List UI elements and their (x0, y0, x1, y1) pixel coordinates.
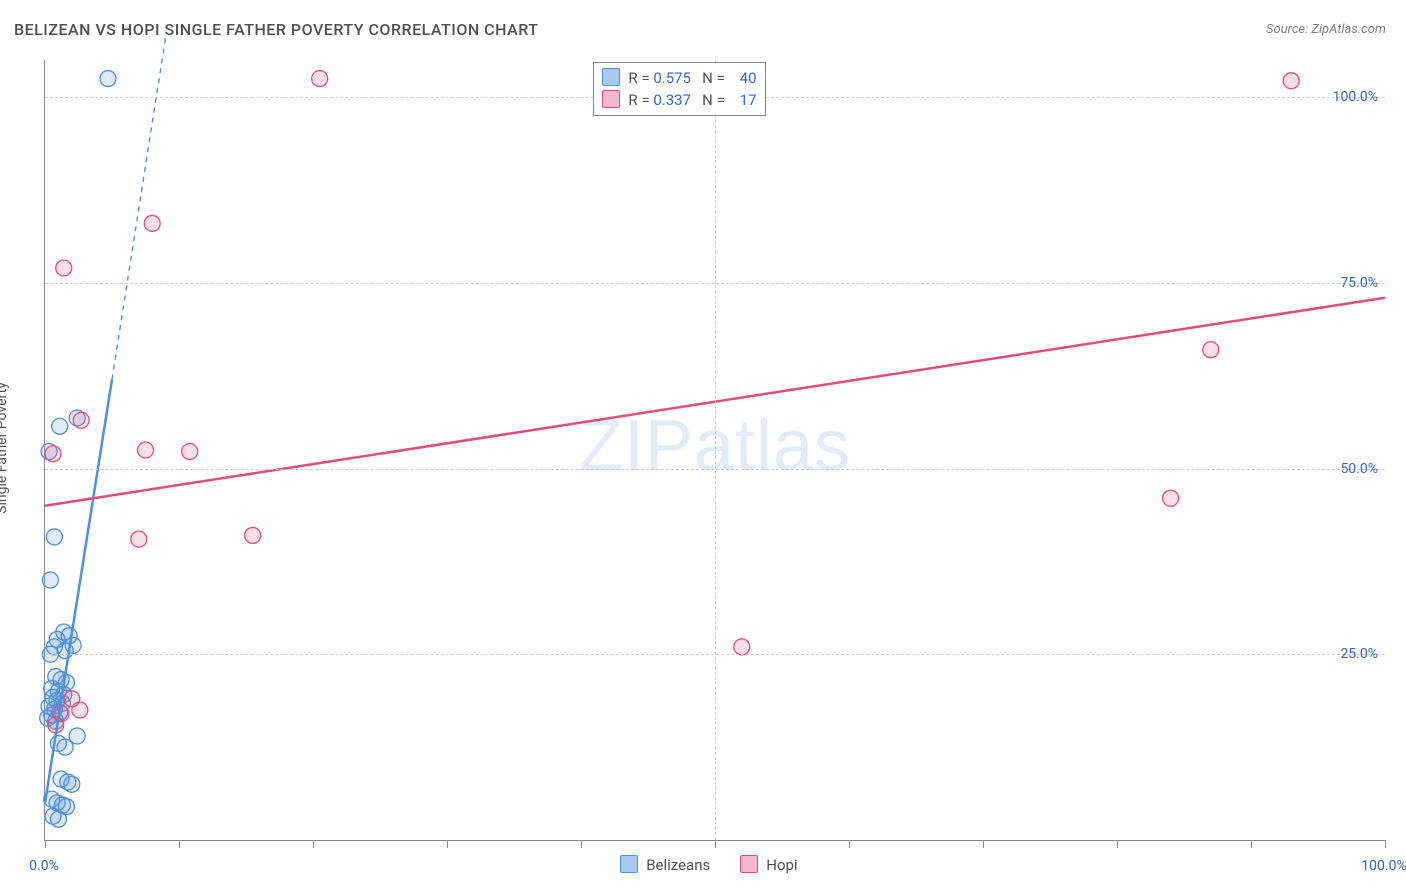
scatter-point (46, 529, 62, 545)
legend-n-value: 40 (729, 67, 757, 89)
legend-swatch (602, 68, 620, 86)
source-label: Source: ZipAtlas.com (1266, 22, 1386, 37)
legend-item: Hopi (740, 856, 797, 874)
legend-swatch (740, 855, 758, 873)
y-axis-label: Single Father Poverty (0, 382, 10, 514)
legend-label: Hopi (766, 856, 797, 874)
scatter-point (312, 71, 328, 87)
legend-n-value: 17 (729, 89, 757, 111)
scatter-point (52, 418, 68, 434)
legend-swatch (602, 90, 620, 108)
x-tick (179, 840, 180, 848)
x-tick (581, 840, 582, 848)
legend-swatch (620, 855, 638, 873)
x-tick (983, 840, 984, 848)
x-tick-label: 0.0% (29, 858, 59, 874)
chart-plot-area: ZIPatlas (44, 60, 1385, 841)
y-tick-label: 50.0% (1340, 461, 1378, 477)
scatter-point (144, 215, 160, 231)
legend-item: Belizeans (620, 856, 710, 874)
scatter-point (64, 776, 80, 792)
trend-line-extrapolated (112, 38, 166, 380)
scatter-point (182, 443, 198, 459)
scatter-point (100, 71, 116, 87)
x-tick-label: 100.0% (1361, 858, 1406, 874)
legend-row: R = 0.575 N = 40 (602, 67, 756, 89)
x-tick (1251, 840, 1252, 848)
x-tick (45, 840, 46, 848)
scatter-point (1283, 73, 1299, 89)
correlation-legend: R = 0.575 N = 40R = 0.337 N = 17 (593, 62, 765, 116)
y-tick-label: 75.0% (1340, 275, 1378, 291)
scatter-point (73, 412, 89, 428)
scatter-point (734, 639, 750, 655)
y-tick-label: 100.0% (1333, 89, 1378, 105)
scatter-point (245, 527, 261, 543)
x-tick (849, 840, 850, 848)
legend-n-label: N = (691, 69, 729, 87)
scatter-point (50, 811, 66, 827)
legend-r-value: 0.337 (653, 91, 691, 109)
scatter-point (131, 531, 147, 547)
x-tick (447, 840, 448, 848)
scatter-point (1163, 490, 1179, 506)
scatter-point (56, 260, 72, 276)
scatter-point (69, 728, 85, 744)
x-tick (313, 840, 314, 848)
legend-r-label: R = (628, 91, 653, 109)
x-tick (1385, 840, 1386, 848)
x-tick (715, 840, 716, 848)
scatter-point (42, 572, 58, 588)
legend-r-value: 0.575 (653, 69, 691, 87)
scatter-point (45, 446, 61, 462)
scatter-point (1203, 342, 1219, 358)
x-tick (1117, 840, 1118, 848)
scatter-point (72, 702, 88, 718)
legend-label: Belizeans (646, 856, 710, 874)
y-tick-label: 25.0% (1340, 646, 1378, 662)
legend-row: R = 0.337 N = 17 (602, 89, 756, 111)
series-legend: Belizeans Hopi (620, 855, 827, 874)
legend-r-label: R = (628, 69, 653, 87)
legend-n-label: N = (691, 91, 729, 109)
grid-line-v (715, 60, 716, 840)
scatter-point (138, 442, 154, 458)
chart-title: BELIZEAN VS HOPI SINGLE FATHER POVERTY C… (14, 20, 539, 39)
